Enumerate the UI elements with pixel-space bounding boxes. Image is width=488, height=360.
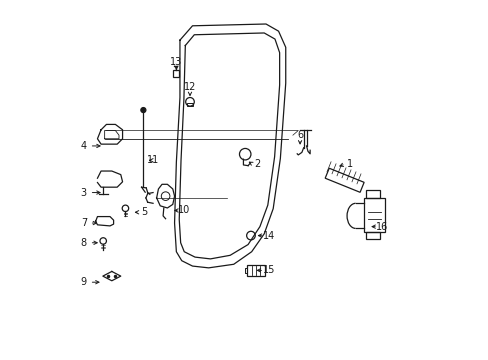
Text: 6: 6 [296, 130, 303, 140]
Text: 15: 15 [262, 265, 275, 275]
Bar [187, 103, 192, 106]
Text: 14: 14 [262, 231, 274, 240]
Text: 16: 16 [376, 222, 388, 231]
Text: 12: 12 [183, 82, 196, 92]
Text: 1: 1 [346, 159, 353, 169]
Bar [365, 232, 379, 239]
Text: 10: 10 [178, 206, 190, 216]
Text: 2: 2 [253, 159, 260, 169]
Text: 7: 7 [81, 218, 87, 228]
Text: 3: 3 [81, 188, 87, 198]
Bar [172, 70, 178, 77]
Bar [325, 168, 364, 192]
Text: 9: 9 [81, 277, 87, 287]
Text: 4: 4 [81, 141, 87, 151]
Bar [363, 198, 384, 232]
Bar [365, 190, 379, 198]
Text: 11: 11 [146, 155, 159, 165]
Text: 13: 13 [170, 57, 182, 67]
Text: 8: 8 [81, 238, 87, 248]
Text: 5: 5 [141, 207, 147, 217]
Bar [247, 265, 264, 276]
Circle shape [141, 108, 145, 113]
